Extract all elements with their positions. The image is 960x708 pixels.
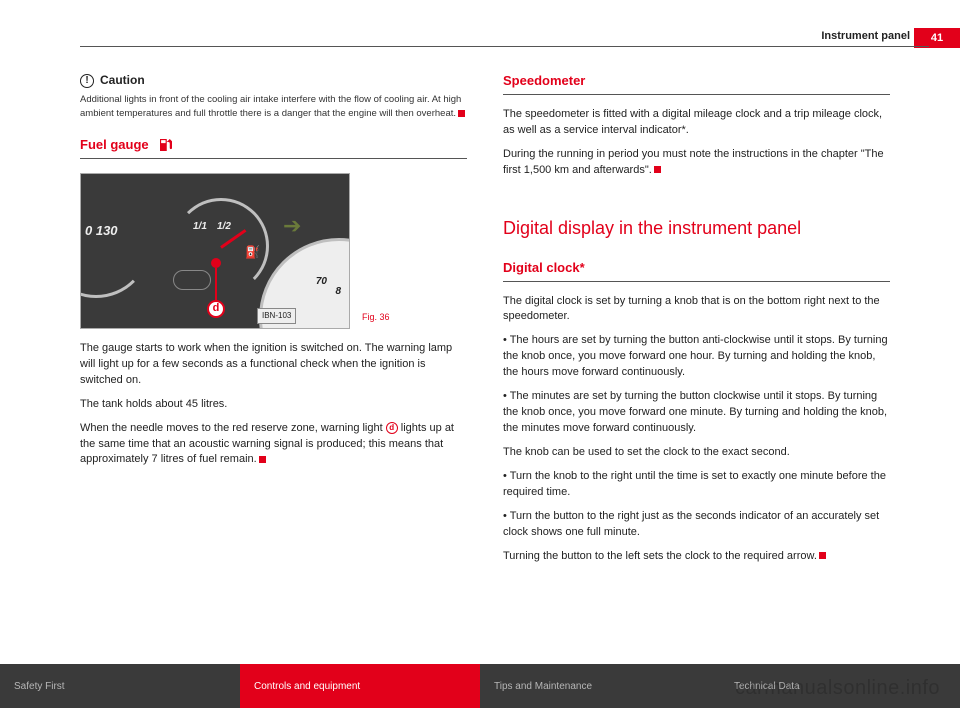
- footer-tips-maintenance[interactable]: Tips and Maintenance: [480, 664, 720, 708]
- turn-arrow-icon: ➔: [283, 210, 301, 242]
- content-columns: ! Caution Additional lights in front of …: [80, 72, 890, 638]
- fuel-gauge-heading: Fuel gauge: [80, 136, 467, 155]
- speedo-70: 70: [316, 275, 327, 290]
- digital-clock-title: Digital clock*: [503, 259, 585, 278]
- inline-d-icon: d: [386, 422, 398, 434]
- header-rule: [80, 46, 929, 47]
- end-square-icon: [819, 552, 826, 559]
- fuel-pump-glyph: ⛽: [245, 244, 260, 261]
- warning-lamp-dot: [211, 258, 221, 268]
- clock-p3: • The minutes are set by turning the but…: [503, 389, 890, 437]
- fuel-p1: The gauge starts to work when the igniti…: [80, 341, 467, 389]
- callout-leader: [215, 268, 217, 302]
- end-square-icon: [259, 456, 266, 463]
- caution-body: Additional lights in front of the coolin…: [80, 94, 461, 118]
- fuel-p2: The tank holds about 45 litres.: [80, 397, 467, 413]
- gauge-image: 0 130 1/1 1/2 ⛽ d ➔ 70 8 IBN-103: [80, 173, 350, 329]
- callout-d-badge: d: [207, 300, 225, 318]
- figure-caption: Fig. 36: [362, 311, 390, 324]
- caution-icon: !: [80, 74, 94, 88]
- page: Instrument panel 41 ! Caution Additional…: [0, 0, 960, 708]
- speedo-p2: During the running in period you must no…: [503, 147, 890, 179]
- speedo-p2-text: During the running in period you must no…: [503, 148, 884, 176]
- clock-p7: Turning the button to the left sets the …: [503, 549, 890, 565]
- end-square-icon: [458, 110, 465, 117]
- clock-p6: • Turn the button to the right just as t…: [503, 509, 890, 541]
- caution-label: Caution: [100, 72, 145, 89]
- chapter-title: Instrument panel: [821, 30, 910, 42]
- caution-heading: ! Caution: [80, 72, 467, 89]
- clock-p4: The knob can be used to set the clock to…: [503, 445, 890, 461]
- clock-p2: • The hours are set by turning the butto…: [503, 333, 890, 381]
- fuel-p3a: When the needle moves to the red reserve…: [80, 422, 386, 434]
- caution-text: Additional lights in front of the coolin…: [80, 93, 467, 120]
- clock-p7-text: Turning the button to the left sets the …: [503, 550, 817, 562]
- clock-p1: The digital clock is set by turning a kn…: [503, 294, 890, 326]
- section-rule: [503, 94, 890, 95]
- digital-clock-heading: Digital clock*: [503, 259, 890, 278]
- fuel-p3: When the needle moves to the red reserve…: [80, 421, 467, 469]
- left-column: ! Caution Additional lights in front of …: [80, 72, 467, 638]
- footer-safety-first[interactable]: Safety First: [0, 664, 240, 708]
- footer-controls-equipment[interactable]: Controls and equipment: [240, 664, 480, 708]
- end-square-icon: [654, 166, 661, 173]
- ibn-label: IBN-103: [257, 308, 296, 324]
- headlight-icon: [173, 270, 211, 290]
- clock-p5: • Turn the knob to the right until the t…: [503, 469, 890, 501]
- gauge-figure: 0 130 1/1 1/2 ⛽ d ➔ 70 8 IBN-103 Fig: [80, 173, 467, 329]
- watermark: carmanualsonline.info: [735, 677, 940, 700]
- page-number-tab: 41: [914, 28, 960, 48]
- speedo-8: 8: [335, 285, 341, 300]
- speedometer-heading: Speedometer: [503, 72, 890, 91]
- tachometer-dial: [80, 188, 151, 298]
- section-rule: [80, 158, 467, 159]
- right-column: Speedometer The speedometer is fitted wi…: [503, 72, 890, 638]
- digital-display-heading: Digital display in the instrument panel: [503, 215, 890, 241]
- fuel-pump-icon: [157, 136, 175, 154]
- tacho-label: 0 130: [85, 222, 118, 241]
- section-rule: [503, 281, 890, 282]
- fuel-full-label: 1/1: [193, 220, 207, 235]
- speedometer-title: Speedometer: [503, 72, 585, 91]
- speedo-p1: The speedometer is fitted with a digital…: [503, 107, 890, 139]
- fuel-gauge-title: Fuel gauge: [80, 136, 149, 155]
- fuel-half-label: 1/2: [217, 220, 231, 235]
